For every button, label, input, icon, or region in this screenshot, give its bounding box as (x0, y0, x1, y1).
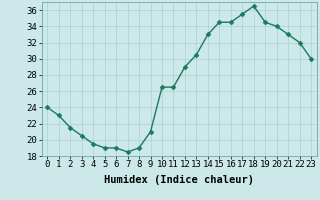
X-axis label: Humidex (Indice chaleur): Humidex (Indice chaleur) (104, 175, 254, 185)
